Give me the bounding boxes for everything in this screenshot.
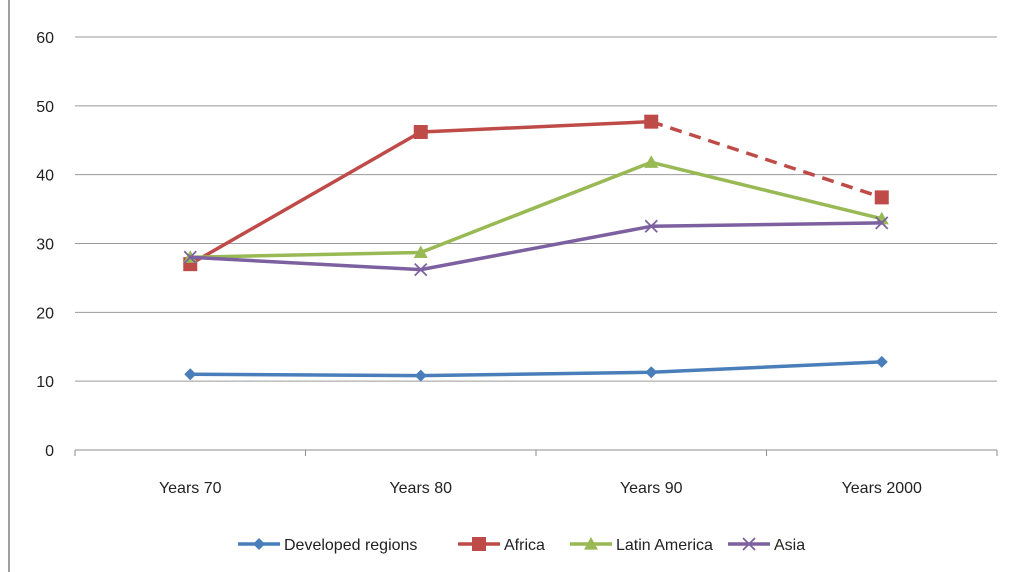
gridlines [75,36,997,451]
series-lines [183,114,889,382]
y-tick-label: 20 [36,305,54,322]
y-tick-label: 60 [36,30,54,47]
legend-item: Africa [458,537,545,554]
legend-label: Asia [774,537,805,554]
x-tick-label: Years 2000 [842,480,922,497]
y-tick-label: 40 [36,168,54,185]
legend-swatch-marker [253,538,265,550]
legend-label: Africa [504,537,545,554]
data-point-marker [644,114,659,129]
data-point-marker [644,219,658,233]
x-tick-label: Years 80 [389,480,452,497]
data-point-marker [644,155,659,168]
series-line [188,160,884,260]
data-point-marker [875,216,889,230]
y-tick-label: 0 [45,443,54,460]
legend-swatch-marker [742,537,756,551]
legend-swatch-marker [472,537,486,551]
data-point-marker [414,369,427,382]
y-tick-label: 10 [36,374,54,391]
data-point-marker [184,368,197,381]
series-line [188,119,653,266]
y-tick-label: 30 [36,237,54,254]
legend-item: Latin America [570,537,713,554]
legend-swatch-marker [584,537,598,550]
data-point-marker [413,245,428,259]
x-tick-label: Years 90 [620,480,683,497]
series-3 [183,216,889,277]
data-point-marker [645,366,658,379]
legend-item: Developed regions [238,537,417,554]
x-axis-ticks: Years 70 Years 80 Years 90 Years 2000 [74,450,998,497]
legend-label: Latin America [616,537,713,554]
series-line [188,360,884,378]
legend-item: Asia [728,537,805,554]
series-0 [184,355,888,382]
data-point-marker [413,124,428,139]
data-point-marker [875,355,888,368]
data-point-marker [874,190,889,205]
data-point-marker [183,250,197,264]
y-tick-label: 50 [36,99,54,116]
series-1 [183,114,889,272]
legend-label: Developed regions [284,537,417,554]
legend: Developed regions Africa Latin America Asia [238,537,805,554]
y-axis-ticks: 0 10 20 30 40 50 60 [36,30,54,460]
x-tick-label: Years 70 [159,480,222,497]
series-line [188,221,884,272]
data-point-marker [414,263,428,277]
series-line-dashed [650,120,883,200]
